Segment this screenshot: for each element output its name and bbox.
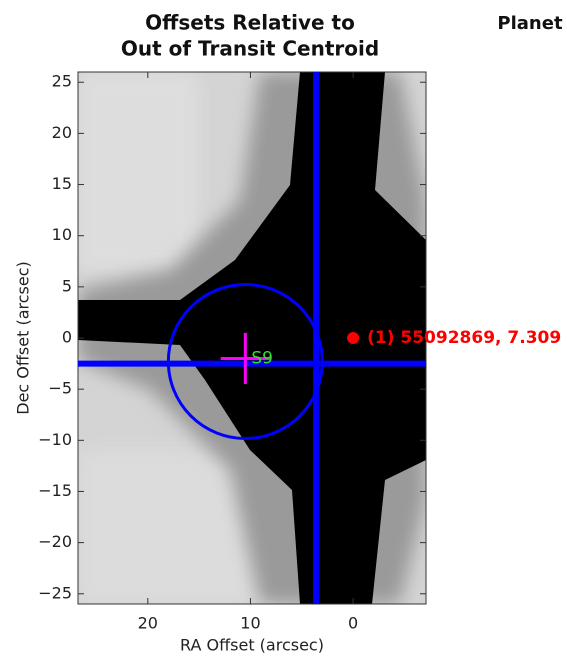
x-axis-label: RA Offset (arcsec) (180, 636, 324, 655)
source-marker (347, 332, 359, 344)
y-tick-label: 0 (62, 328, 72, 347)
chart: Offsets Relative to Out of Transit Centr… (0, 0, 567, 663)
y-tick-label: −10 (38, 430, 72, 449)
in-transit-label: S9 (251, 348, 273, 368)
chart-title: Offsets Relative to (145, 11, 355, 35)
x-tick-label: 10 (240, 614, 260, 633)
y-tick-label: −25 (38, 583, 72, 602)
y-tick-label: −20 (38, 532, 72, 551)
y-tick-label: 5 (62, 276, 72, 295)
annotation: Planet (497, 13, 563, 34)
y-tick-label: 25 (52, 72, 72, 91)
y-tick-label: 15 (52, 174, 72, 193)
y-tick-label: 20 (52, 123, 72, 142)
y-axis-label: Dec Offset (arcsec) (14, 261, 33, 415)
y-tick-label: −15 (38, 481, 72, 500)
chart-title: Out of Transit Centroid (121, 37, 379, 61)
source-label: (1) 55092869, 7.309 (367, 328, 561, 348)
y-tick-label: 10 (52, 225, 72, 244)
y-tick-label: −5 (48, 379, 72, 398)
x-tick-label: 20 (138, 614, 158, 633)
x-tick-label: 0 (348, 614, 358, 633)
